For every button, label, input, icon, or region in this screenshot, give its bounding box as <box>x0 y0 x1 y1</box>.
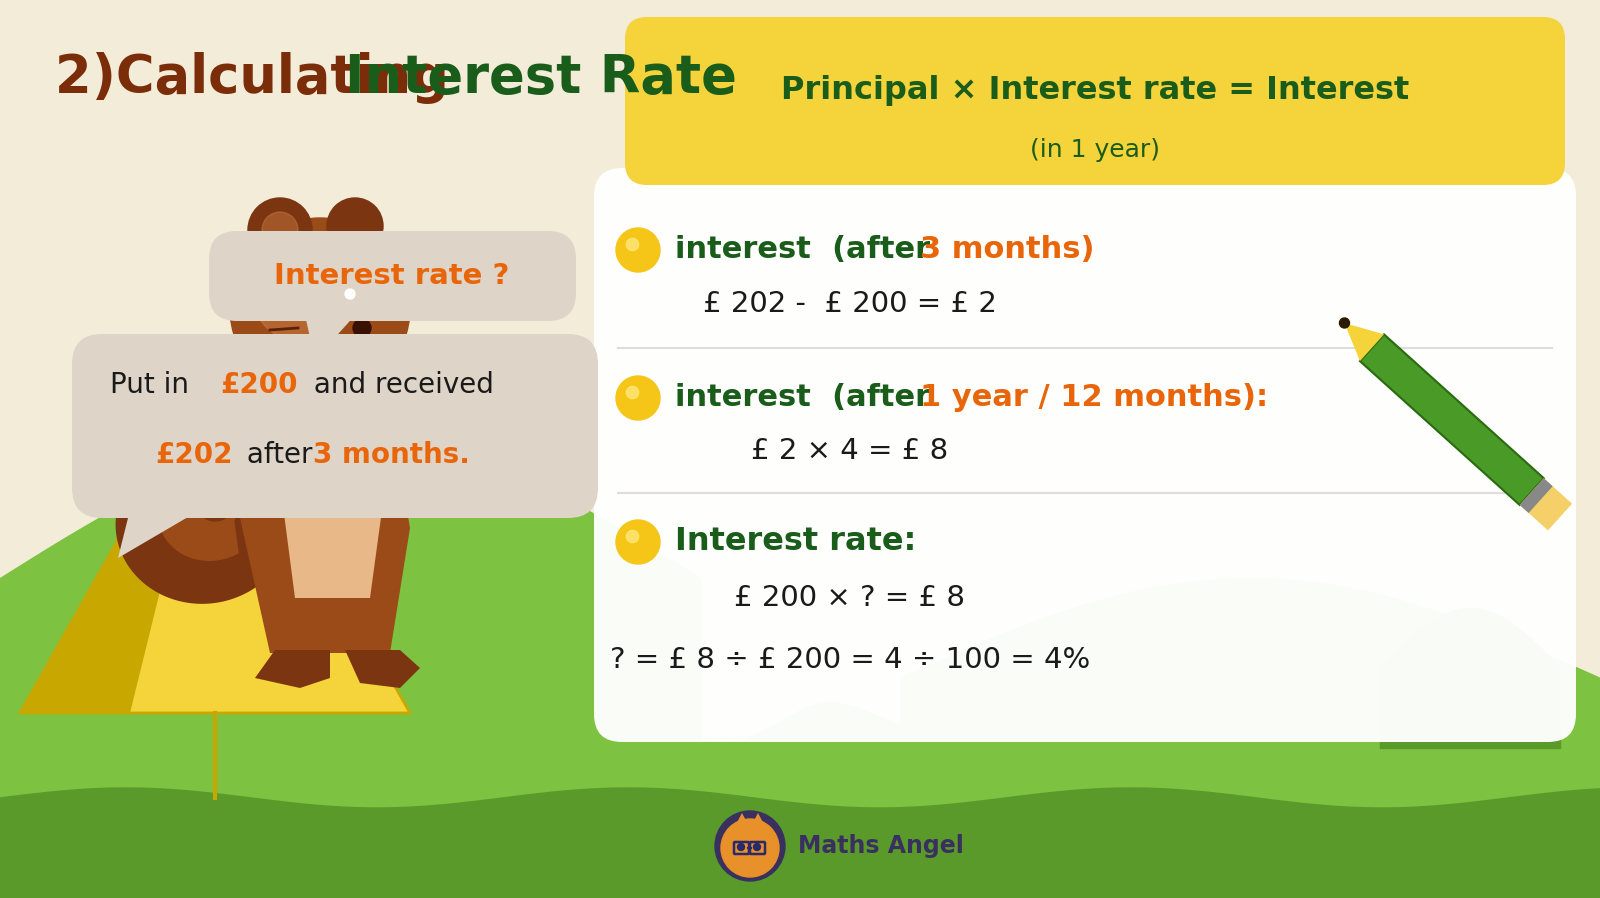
FancyBboxPatch shape <box>594 168 1576 742</box>
Text: interest  (after: interest (after <box>675 235 941 265</box>
Circle shape <box>616 520 661 564</box>
Circle shape <box>616 376 661 420</box>
Polygon shape <box>115 453 296 603</box>
Text: £ 202 -  £ 200 = £ 2: £ 202 - £ 200 = £ 2 <box>702 290 997 318</box>
Circle shape <box>715 811 786 881</box>
Polygon shape <box>19 368 410 713</box>
Polygon shape <box>1520 479 1552 513</box>
Circle shape <box>754 843 760 850</box>
Text: ? = £ 8 ÷ £ 200 = 4 ÷ 100 = 4%: ? = £ 8 ÷ £ 200 = 4 ÷ 100 = 4% <box>610 646 1090 674</box>
FancyBboxPatch shape <box>626 17 1565 185</box>
Circle shape <box>1339 318 1349 328</box>
Polygon shape <box>733 813 750 830</box>
Circle shape <box>626 238 638 251</box>
Circle shape <box>197 485 234 521</box>
Text: 3 months): 3 months) <box>920 235 1094 265</box>
Circle shape <box>331 286 358 314</box>
Text: 2)Calculating: 2)Calculating <box>54 52 467 104</box>
Circle shape <box>616 228 661 272</box>
Circle shape <box>326 198 382 254</box>
Text: and received: and received <box>306 371 494 399</box>
Text: Put in: Put in <box>110 371 198 399</box>
FancyBboxPatch shape <box>72 334 598 518</box>
Circle shape <box>722 819 779 877</box>
Text: Maths Angel: Maths Angel <box>798 834 963 858</box>
Text: Principal × Interest rate = Interest: Principal × Interest rate = Interest <box>781 75 1410 105</box>
Text: Interest Rate: Interest Rate <box>346 52 738 104</box>
Circle shape <box>250 233 360 343</box>
Text: after: after <box>238 441 322 469</box>
Polygon shape <box>390 428 450 488</box>
Polygon shape <box>214 443 254 508</box>
Circle shape <box>354 319 371 337</box>
Circle shape <box>262 212 298 248</box>
Polygon shape <box>1520 479 1573 531</box>
Circle shape <box>738 843 744 850</box>
Polygon shape <box>118 510 200 558</box>
Text: interest  (after: interest (after <box>675 383 941 412</box>
Polygon shape <box>390 378 510 418</box>
Circle shape <box>626 386 638 399</box>
FancyBboxPatch shape <box>387 375 514 471</box>
Text: £200: £200 <box>221 371 298 399</box>
Circle shape <box>626 531 638 542</box>
Polygon shape <box>346 650 419 688</box>
Polygon shape <box>19 368 214 713</box>
Text: (in 1 year): (in 1 year) <box>1030 138 1160 162</box>
Text: £ 2 × 4 = £ 8: £ 2 × 4 = £ 8 <box>752 437 949 465</box>
FancyBboxPatch shape <box>210 231 576 321</box>
Text: £ 200 × ? = £ 8: £ 200 × ? = £ 8 <box>734 584 965 612</box>
Text: Interest rate:: Interest rate: <box>675 526 917 558</box>
Text: Interest rate ?: Interest rate ? <box>274 262 510 290</box>
Circle shape <box>346 289 355 299</box>
Polygon shape <box>749 813 766 830</box>
Polygon shape <box>1344 323 1384 361</box>
Polygon shape <box>254 650 330 688</box>
Polygon shape <box>306 315 355 360</box>
Circle shape <box>248 198 312 262</box>
Polygon shape <box>1360 334 1544 505</box>
Text: 3 months.: 3 months. <box>314 441 470 469</box>
Polygon shape <box>280 403 386 598</box>
Text: £202: £202 <box>155 441 232 469</box>
Polygon shape <box>160 479 238 560</box>
Text: 1 year / 12 months):: 1 year / 12 months): <box>920 383 1269 412</box>
Circle shape <box>230 218 410 398</box>
Polygon shape <box>240 378 410 653</box>
